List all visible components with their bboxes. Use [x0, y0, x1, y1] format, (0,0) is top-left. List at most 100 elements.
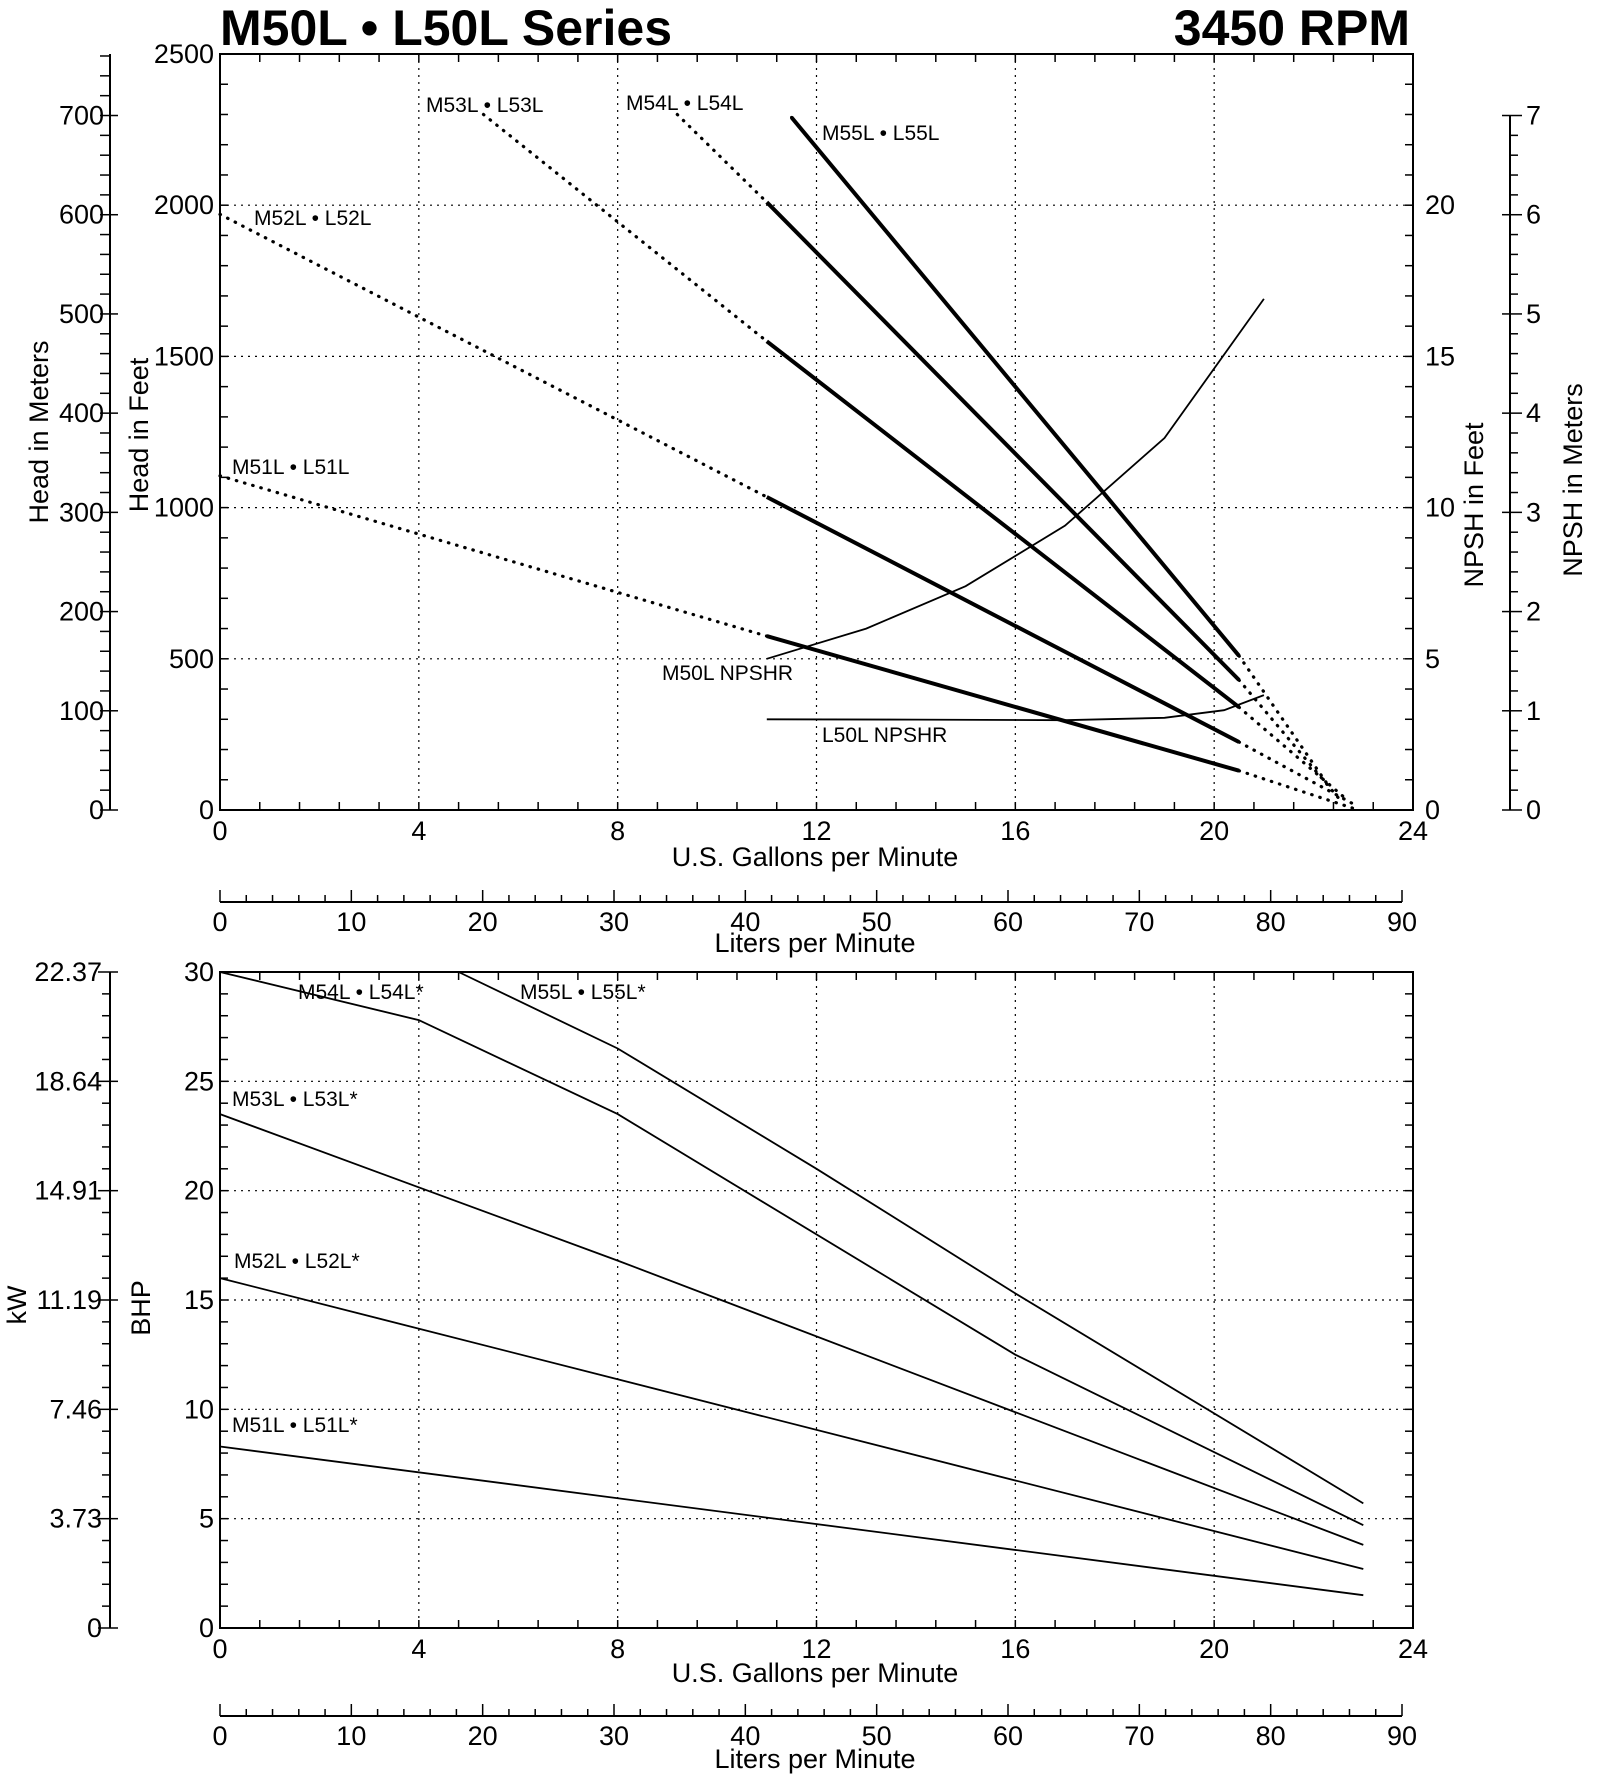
npsh-curve-5: [766, 298, 1265, 660]
meters-tick-label: 700: [59, 101, 104, 131]
lpm-tick-label: 90: [1387, 907, 1417, 937]
lpm-axis-title: Liters per Minute: [714, 1744, 915, 1774]
head-curve-dotted-end-3: [1237, 678, 1341, 800]
y-tick-label: 1000: [154, 493, 214, 523]
bhp-curve-4: [458, 971, 1364, 1505]
lpm-tick-label: 80: [1256, 1721, 1286, 1751]
lpm-tick-label: 70: [1124, 1721, 1154, 1751]
lpm-tick-label: 60: [993, 907, 1023, 937]
lpm-tick-label: 10: [336, 1721, 366, 1751]
kw-tick-label: 18.64: [34, 1066, 102, 1096]
npsh-m-tick-label: 1: [1526, 696, 1541, 726]
curve-label-m53l: M53L • L53L: [426, 94, 544, 117]
meters-tick-label: 600: [59, 200, 104, 230]
x-tick-label: 0: [212, 1634, 227, 1664]
x-tick-label: 12: [801, 816, 831, 846]
y-axis-title: BHP: [126, 1280, 156, 1336]
bhp-label-m53l: M53L • L53L*: [232, 1088, 358, 1111]
lpm-tick-label: 20: [468, 907, 498, 937]
chart-title: M50L • L50L Series: [220, 0, 672, 56]
x-tick-label: 4: [411, 1634, 426, 1664]
y-tick-label: 5: [199, 1504, 214, 1534]
rpm-label: 3450 RPM: [1174, 0, 1410, 56]
head-curve-dotted-1: [218, 212, 769, 499]
meters-tick-label: 500: [59, 299, 104, 329]
y-tick-label: 0: [199, 1613, 214, 1643]
x-tick-label: 20: [1199, 816, 1229, 846]
head-curve-dotted-end-1: [1237, 740, 1356, 806]
y-axis-title: Head in Feet: [124, 357, 154, 512]
lpm-tick-label: 40: [730, 1721, 760, 1751]
npsh-ft-tick-label: 5: [1425, 644, 1440, 674]
y-tick-label: 0: [199, 795, 214, 825]
lpm-tick-label: 20: [468, 1721, 498, 1751]
npsh-m-tick-label: 6: [1526, 200, 1541, 230]
npsh-ft-tick-label: 15: [1425, 341, 1455, 371]
lpm-tick-label: 80: [1256, 907, 1286, 937]
head-curve-dotted-0: [218, 474, 769, 638]
y-tick-label: 1500: [154, 341, 214, 371]
lpm-tick-label: 0: [212, 907, 227, 937]
bhp-label-m51l: M51L • L51L*: [232, 1414, 358, 1437]
bhp-curve-2: [219, 1113, 1364, 1546]
lpm-tick-label: 30: [599, 907, 629, 937]
lpm-tick-label: 90: [1387, 1721, 1417, 1751]
x-tick-label: 24: [1398, 816, 1428, 846]
x-tick-label: 8: [610, 816, 625, 846]
kw-tick-label: 0: [87, 1613, 102, 1643]
bhp-label-m52l: M52L • L52L*: [234, 1250, 360, 1273]
head-curve-dotted-end-2: [1237, 705, 1351, 803]
meters-tick-label: 300: [59, 497, 104, 527]
bhp-curve-0: [219, 1445, 1364, 1597]
curve-label-m52l: M52L • L52L: [254, 207, 372, 230]
meters-tick-label: 400: [59, 398, 104, 428]
curve-label-m54l: M54L • L54L: [626, 92, 744, 115]
lpm-tick-label: 60: [993, 1721, 1023, 1751]
y-tick-label: 30: [184, 957, 214, 987]
npsh-curve-6: [766, 694, 1265, 722]
npsh-ft-tick-label: 10: [1425, 493, 1455, 523]
head-curve-1: [765, 495, 1240, 744]
head-curve-dotted-3: [675, 112, 769, 204]
npsh-m-tick-label: 3: [1526, 497, 1541, 527]
y-tick-label: 20: [184, 1176, 214, 1206]
bhp-curve-1: [219, 1277, 1364, 1570]
head-curve-3: [765, 200, 1241, 682]
x-tick-label: 16: [1000, 816, 1030, 846]
lpm-tick-label: 70: [1124, 907, 1154, 937]
x-tick-label: 16: [1000, 1634, 1030, 1664]
meters-tick-label: 0: [89, 795, 104, 825]
meters-axis-title: Head in Meters: [24, 340, 54, 523]
bhp-label-m54l: M54L • L54L*: [298, 981, 424, 1004]
head-curve-dotted-end-4: [1237, 654, 1331, 788]
kw-tick-label: 7.46: [49, 1394, 102, 1424]
meters-tick-label: 100: [59, 696, 104, 726]
x-axis-title: U.S. Gallons per Minute: [672, 842, 959, 872]
y-tick-label: 500: [169, 644, 214, 674]
y-tick-label: 2000: [154, 190, 214, 220]
bhp-curve-3: [219, 971, 1364, 1527]
curve-label-m51l: M51L • L51L: [232, 456, 350, 479]
x-tick-label: 20: [1199, 1634, 1229, 1664]
meters-tick-label: 200: [59, 597, 104, 627]
lpm-axis-title: Liters per Minute: [714, 928, 915, 958]
head-curve-0: [766, 634, 1240, 773]
npsh-m-tick-label: 0: [1526, 795, 1541, 825]
bhp-chart: 0 4 8 12 16 20 24 0 5 10 15 20 25 30 U.S. Gallons per …: [2, 957, 1428, 1774]
curve-label-l50l_npshr: L50L NPSHR: [822, 724, 947, 747]
x-tick-label: 12: [801, 1634, 831, 1664]
y-tick-label: 25: [184, 1066, 214, 1096]
bhp-label-m55l: M55L • L55L*: [520, 981, 646, 1004]
lpm-tick-label: 10: [336, 907, 366, 937]
npsh-m-tick-label: 4: [1526, 398, 1541, 428]
lpm-tick-label: 30: [599, 1721, 629, 1751]
y-tick-label: 2500: [154, 39, 214, 69]
curve-label-m55l: M55L • L55L: [822, 122, 940, 145]
lpm-tick-label: 40: [730, 907, 760, 937]
npsh-m-tick-label: 5: [1526, 299, 1541, 329]
npsh-ft-tick-label: 20: [1425, 190, 1455, 220]
y-tick-label: 15: [184, 1285, 214, 1315]
